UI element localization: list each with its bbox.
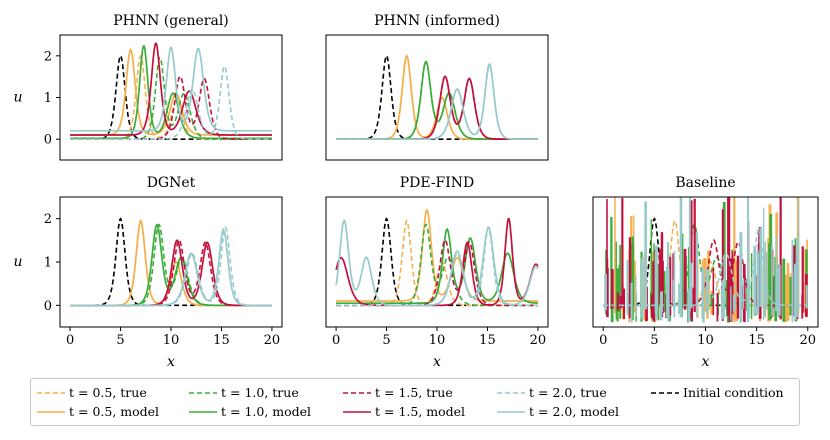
x-tick-label: 20: [799, 333, 816, 348]
plot-area: [70, 217, 272, 307]
x-axis-label: x: [702, 354, 710, 370]
legend-label: t = 0.5, model: [69, 404, 160, 419]
series-t-1-5-model: [70, 239, 272, 307]
series-t-2-0-model: [335, 218, 539, 307]
panel-title: DGNet: [147, 175, 196, 191]
x-tick-label: 5: [116, 333, 124, 348]
series-t-2-0-true: [603, 228, 808, 307]
x-axis-label: x: [433, 354, 441, 370]
legend-label: t = 2.0, model: [529, 404, 620, 419]
x-tick-label: 0: [332, 333, 340, 348]
series-t-2-0-true: [336, 226, 538, 307]
panel-title: Baseline: [675, 175, 735, 191]
series-t-0-5-true: [70, 219, 272, 307]
x-tick-label: 20: [264, 333, 281, 348]
series-t20-model: [604, 197, 808, 323]
series-t-2-0-model: [336, 62, 538, 141]
legend-label: t = 1.5, model: [375, 404, 466, 419]
series-initial-condition: [336, 54, 538, 140]
panel-title: PDE-FIND: [400, 175, 475, 191]
panel-title: PHNN (general): [113, 13, 229, 29]
plot-area: [336, 54, 538, 141]
series-t-1-0-model: [70, 45, 272, 140]
x-tick-label: 0: [599, 333, 607, 348]
series-t-2-0-true: [70, 65, 272, 140]
axes-frame: [325, 196, 549, 328]
y-axis-label: u: [13, 90, 22, 106]
series-t-1-0-true: [336, 60, 538, 140]
panel-4: Baseline 0 5 10 15 20 x: [592, 175, 819, 370]
plot-area: [335, 208, 539, 307]
y-tick-label: 1: [44, 91, 52, 106]
x-tick-label: 0: [66, 333, 74, 348]
x-tick-label: 5: [650, 333, 658, 348]
y-tick-label: 0: [44, 133, 52, 148]
legend-label: t = 1.0, model: [221, 404, 312, 419]
legend-label: t = 2.0, true: [529, 385, 607, 400]
x-tick-label: 10: [163, 333, 180, 348]
series-t-2-0-model: [70, 227, 272, 307]
series-t-1-0-model: [336, 227, 539, 305]
series-t-1-5-true: [336, 75, 538, 140]
x-tick-label: 5: [382, 333, 390, 348]
axes-frame: [59, 196, 283, 328]
y-tick-label: 1: [44, 256, 52, 271]
x-tick-label: 15: [479, 333, 496, 348]
y-tick-label: 0: [44, 299, 52, 314]
plot-area: [70, 42, 272, 140]
y-tick-label: 2: [44, 212, 52, 227]
series-t-1-5-model: [70, 42, 272, 136]
series-t-0-5-model: [336, 54, 538, 141]
legend-label: t = 1.5, true: [375, 385, 453, 400]
legend-label: t = 1.0, true: [221, 385, 299, 400]
series-t-0-5-model: [70, 48, 272, 136]
series-initial-condition: [70, 217, 272, 307]
series-t-1-0-model: [336, 60, 538, 141]
x-tick-label: 20: [530, 333, 547, 348]
legend-label: t = 0.5, true: [69, 385, 147, 400]
x-tick-label: 15: [748, 333, 765, 348]
panel-1: PHNN (informed): [325, 13, 549, 161]
x-tick-label: 15: [213, 333, 230, 348]
panel-0: PHNN (general) 0 1 2 u: [13, 13, 283, 161]
series-t-0-5-model: [70, 219, 272, 307]
plot-area: [603, 197, 808, 323]
series-t-1-0-model: [70, 223, 272, 307]
series-t-0-5-true: [336, 54, 538, 140]
x-axis-label: x: [167, 354, 175, 370]
series-t-2-0-model: [70, 45, 272, 132]
y-tick-label: 2: [44, 49, 52, 64]
series-t-1-0-true: [70, 223, 272, 307]
series-t-2-0-true: [336, 62, 538, 140]
legend: t = 0.5, true t = 0.5, model t = 1.0, tr…: [30, 378, 800, 426]
series-t-1-5-model: [336, 75, 538, 141]
axes-frame: [325, 34, 549, 161]
legend-label: Initial condition: [683, 385, 784, 400]
x-tick-label: 10: [697, 333, 714, 348]
panel-3: PDE-FIND 0 5 10 15 20 x: [325, 175, 549, 370]
y-axis-label: u: [13, 254, 22, 270]
x-tick-label: 10: [429, 333, 446, 348]
figure-canvas: PHNN (general) 0 1 2 u PHNN (informed) DGNet 0 1…: [13, 13, 819, 370]
panel-title: PHNN (informed): [374, 13, 500, 29]
